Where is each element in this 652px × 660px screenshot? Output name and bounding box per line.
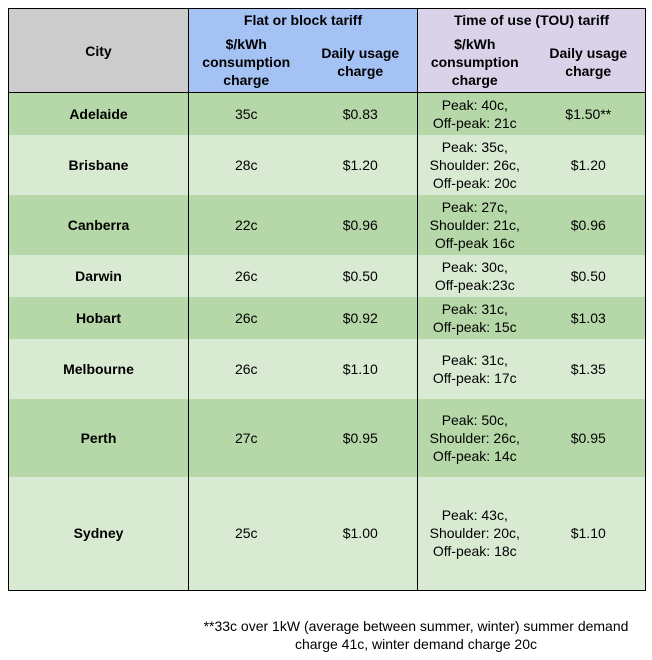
- tariff-table: City Flat or block tariff Time of use (T…: [8, 8, 647, 591]
- tou-rates-cell: Peak: 35c, Shoulder: 26c, Off-peak: 20c: [417, 134, 532, 195]
- city-cell: Darwin: [8, 254, 189, 297]
- flat-tariff-group-header: Flat or block tariff: [188, 8, 419, 32]
- table-body: Adelaide 35c $0.83 Peak: 40c, Off-peak: 21c $…: [8, 92, 647, 591]
- flat-rate-cell: 22c: [188, 194, 304, 255]
- tou-rate-line: Off-peak: 18c: [432, 543, 517, 560]
- table-row: Hobart 26c $0.92 Peak: 31c, Off-peak: 15c $1.…: [8, 296, 647, 339]
- tou-rates-cell: Peak: 31c, Off-peak: 17c: [417, 338, 532, 399]
- flat-rate-cell: 26c: [188, 338, 304, 399]
- city-column-header: City: [8, 8, 189, 93]
- tou-daily-cell: $0.50: [531, 254, 647, 297]
- tou-consumption-header: $/kWh consumption charge: [417, 31, 532, 93]
- tou-rates-cell: Peak: 50c, Shoulder: 26c, Off-peak: 14c: [417, 398, 532, 477]
- tou-tariff-group-header: Time of use (TOU) tariff: [417, 8, 647, 32]
- flat-daily-cell: $1.00: [303, 476, 419, 591]
- table-row: Adelaide 35c $0.83 Peak: 40c, Off-peak: 21c $…: [8, 92, 647, 135]
- tou-rates-cell: Peak: 27c, Shoulder: 21c, Off-peak 16c: [417, 194, 532, 255]
- footnote-line: charge 41c, winter demand charge 20c: [294, 636, 538, 652]
- tou-rate-line: Peak: 27c,: [441, 198, 508, 215]
- table-row: Melbourne 26c $1.10 Peak: 31c, Off-peak: 17c…: [8, 338, 647, 399]
- tou-rate-line: Peak: 31c,: [441, 300, 508, 317]
- table-row: Perth 27c $0.95 Peak: 50c, Shoulder: 26c, Off…: [8, 398, 647, 477]
- flat-daily-cell: $0.96: [303, 194, 419, 255]
- tou-rates-cell: Peak: 30c, Off-peak:23c: [417, 254, 532, 297]
- city-cell: Brisbane: [8, 134, 189, 195]
- tou-rate-line: Off-peak: 14c: [432, 447, 517, 464]
- tou-daily-cell: $1.10: [531, 476, 647, 591]
- tou-rates-cell: Peak: 40c, Off-peak: 21c: [417, 92, 532, 135]
- footnote: **33c over 1kW (average between summer, …: [190, 617, 642, 653]
- tou-rate-line: Peak: 40c,: [441, 96, 508, 113]
- flat-rate-cell: 25c: [188, 476, 304, 591]
- table-row: Darwin 26c $0.50 Peak: 30c, Off-peak:23c $0.5…: [8, 254, 647, 297]
- flat-consumption-header: $/kWh consumption charge: [188, 31, 304, 93]
- table-row: Canberra 22c $0.96 Peak: 27c, Shoulder: 21c,…: [8, 194, 647, 255]
- city-cell: Hobart: [8, 296, 189, 339]
- table-row: Brisbane 28c $1.20 Peak: 35c, Shoulder: 26c,…: [8, 134, 647, 195]
- tou-rate-line: Peak: 43c,: [441, 507, 508, 524]
- tou-rate-line: Peak: 35c,: [441, 138, 508, 155]
- tou-rate-line: Off-peak 16c: [434, 234, 515, 251]
- flat-rate-cell: 28c: [188, 134, 304, 195]
- flat-rate-cell: 26c: [188, 296, 304, 339]
- flat-daily-cell: $0.95: [303, 398, 419, 477]
- table-row: Sydney 25c $1.00 Peak: 43c, Shoulder: 20c, Of…: [8, 476, 647, 591]
- city-cell: Canberra: [8, 194, 189, 255]
- tou-rate-line: Peak: 30c,: [441, 258, 508, 275]
- tou-daily-cell: $0.95: [531, 398, 647, 477]
- city-cell: Sydney: [8, 476, 189, 591]
- city-cell: Perth: [8, 398, 189, 477]
- flat-rate-cell: 35c: [188, 92, 304, 135]
- tou-rate-line: Off-peak:23c: [434, 276, 515, 293]
- city-cell: Adelaide: [8, 92, 189, 135]
- flat-daily-cell: $1.20: [303, 134, 419, 195]
- city-cell: Melbourne: [8, 338, 189, 399]
- tou-daily-cell: $1.03: [531, 296, 647, 339]
- tou-rate-line: Off-peak: 20c: [432, 174, 517, 191]
- flat-rate-cell: 26c: [188, 254, 304, 297]
- tou-daily-header: Daily usage charge: [531, 31, 647, 93]
- flat-daily-header: Daily usage charge: [303, 31, 419, 93]
- footnote-line: **33c over 1kW (average between summer, …: [203, 618, 629, 634]
- tou-rate-line: Shoulder: 21c,: [429, 216, 520, 233]
- tou-daily-cell: $1.20: [531, 134, 647, 195]
- tou-rate-line: Off-peak: 15c: [432, 318, 517, 335]
- tou-daily-cell: $1.50**: [531, 92, 647, 135]
- tou-rate-line: Off-peak: 21c: [432, 114, 517, 131]
- tou-daily-cell: $0.96: [531, 194, 647, 255]
- tou-daily-cell: $1.35: [531, 338, 647, 399]
- tou-rate-line: Shoulder: 20c,: [429, 525, 520, 542]
- flat-daily-cell: $0.50: [303, 254, 419, 297]
- tou-rates-cell: Peak: 31c, Off-peak: 15c: [417, 296, 532, 339]
- flat-rate-cell: 27c: [188, 398, 304, 477]
- tou-rate-line: Shoulder: 26c,: [429, 429, 520, 446]
- tou-rate-line: Peak: 31c,: [441, 351, 508, 368]
- tou-rate-line: Off-peak: 17c: [432, 369, 517, 386]
- tou-rate-line: Shoulder: 26c,: [429, 156, 520, 173]
- tou-rates-cell: Peak: 43c, Shoulder: 20c, Off-peak: 18c: [417, 476, 532, 591]
- flat-daily-cell: $0.83: [303, 92, 419, 135]
- flat-daily-cell: $0.92: [303, 296, 419, 339]
- tou-rate-line: Peak: 50c,: [441, 411, 508, 428]
- flat-daily-cell: $1.10: [303, 338, 419, 399]
